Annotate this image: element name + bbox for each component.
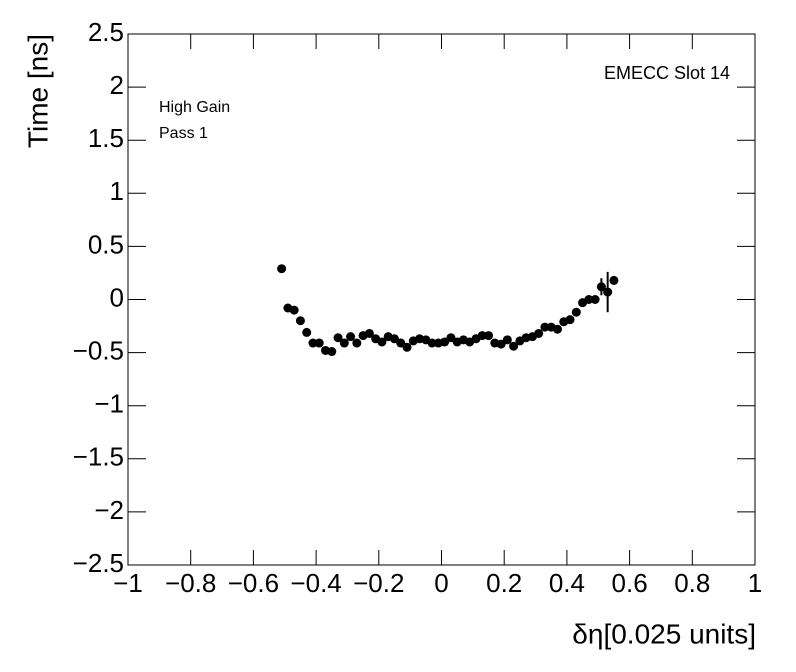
- y-tick-label: −0.5: [73, 335, 124, 365]
- data-point: [502, 335, 512, 345]
- x-tick-label: 0: [434, 568, 448, 598]
- data-point: [314, 338, 324, 348]
- x-tick-label: 0.4: [549, 568, 585, 598]
- annotation: EMECC Slot 14: [604, 63, 730, 83]
- data-point: [308, 338, 318, 348]
- data-point: [289, 305, 299, 315]
- data-point: [552, 324, 562, 334]
- data-point: [327, 347, 337, 357]
- data-point: [534, 328, 544, 338]
- data-point: [609, 275, 619, 285]
- y-tick-label: 1.5: [88, 123, 124, 153]
- data-point: [277, 264, 287, 274]
- data-point: [603, 287, 613, 297]
- y-axis-label: Time [ns]: [22, 34, 53, 148]
- y-tick-label: 2.5: [88, 17, 124, 47]
- y-tick-label: −1.5: [73, 442, 124, 472]
- data-point: [333, 333, 343, 343]
- y-tick-label: −1: [94, 389, 124, 419]
- x-tick-label: 0.8: [674, 568, 710, 598]
- x-tick-label: 1: [748, 568, 762, 598]
- y-tick-label: −2.5: [73, 548, 124, 578]
- x-tick-label: −0.2: [353, 568, 404, 598]
- data-point: [427, 338, 437, 348]
- data-point: [364, 328, 374, 338]
- y-tick-label: 2: [110, 70, 124, 100]
- data-point: [509, 341, 519, 351]
- annotation: Pass 1: [159, 125, 208, 142]
- data-point: [540, 322, 550, 332]
- x-tick-label: −0.6: [228, 568, 279, 598]
- data-point: [571, 307, 581, 317]
- y-tick-label: 1: [110, 176, 124, 206]
- x-axis-label: δη[0.025 units]: [572, 618, 756, 649]
- y-tick-label: 0.5: [88, 229, 124, 259]
- x-tick-label: −0.8: [165, 568, 216, 598]
- data-point: [584, 295, 594, 304]
- data-point: [596, 282, 606, 292]
- data-point: [352, 338, 362, 348]
- data-point: [590, 295, 600, 304]
- data-point: [565, 315, 575, 325]
- data-point: [346, 332, 356, 342]
- x-tick-label: 0.6: [612, 568, 648, 598]
- data-point: [339, 338, 349, 348]
- x-tick-label: 0.2: [486, 568, 522, 598]
- data-point: [477, 331, 487, 341]
- data-point: [295, 316, 305, 326]
- data-point: [402, 342, 412, 352]
- y-tick-label: −2: [94, 495, 124, 525]
- data-point: [377, 337, 387, 347]
- x-tick-label: −1: [113, 568, 143, 598]
- data-point: [484, 331, 494, 341]
- annotation: High Gain: [159, 99, 230, 116]
- data-point: [302, 327, 312, 337]
- x-tick-label: −0.4: [290, 568, 341, 598]
- y-tick-label: 0: [110, 282, 124, 312]
